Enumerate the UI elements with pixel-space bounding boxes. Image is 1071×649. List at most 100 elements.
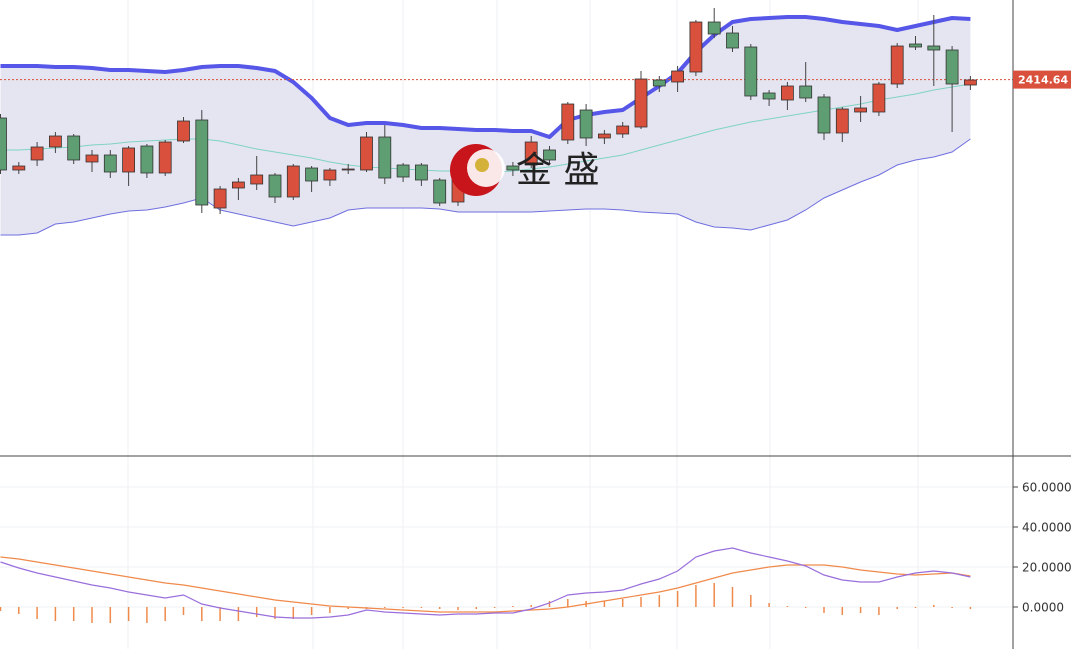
candle-body <box>213 188 227 209</box>
histogram-bar <box>219 607 221 621</box>
histogram-bar <box>548 601 551 607</box>
y-tick-label: 0.0000 <box>1022 601 1064 615</box>
histogram-bar <box>676 591 679 607</box>
histogram-bar <box>493 607 496 608</box>
histogram-bar <box>768 603 770 607</box>
last-price-box <box>1013 70 1071 89</box>
histogram-bar <box>841 607 844 615</box>
histogram-bar <box>896 607 898 609</box>
band-area <box>0 17 971 235</box>
histogram-bar <box>91 607 93 623</box>
candle-body <box>140 145 154 174</box>
histogram-bar <box>146 607 148 623</box>
candle-body <box>396 164 410 178</box>
candle-body <box>122 147 135 173</box>
watermark: 金 盛 <box>516 150 599 191</box>
histogram-bar <box>786 606 789 607</box>
candle-body <box>543 149 556 161</box>
upper-band <box>0 15 971 139</box>
candle-body <box>103 154 117 173</box>
histogram-bar <box>951 607 953 608</box>
candle-body <box>616 125 630 135</box>
histogram-bar <box>127 607 130 621</box>
histogram-bar <box>859 607 862 613</box>
candle-body <box>323 169 337 181</box>
candle-body <box>85 154 99 163</box>
y-tick-label: 20.0000 <box>1022 561 1071 575</box>
histogram-bar <box>54 607 57 621</box>
histogram-bar <box>18 607 20 614</box>
candle-body <box>378 136 392 179</box>
histogram-bar <box>72 607 75 621</box>
candle-body <box>49 135 62 148</box>
candle-body <box>689 21 703 73</box>
candle-body <box>762 92 776 100</box>
histogram-bar <box>567 599 569 607</box>
histogram-bar <box>713 583 715 607</box>
candle-body <box>414 164 428 181</box>
histogram-bar <box>438 607 441 609</box>
logo: 金 盛 <box>450 144 599 196</box>
histogram-bar <box>475 607 478 609</box>
candle-body <box>799 85 813 99</box>
histogram-bar <box>695 585 697 607</box>
histogram-bar <box>384 607 386 608</box>
candle-body <box>506 165 520 171</box>
candle-body <box>579 109 593 139</box>
candle-body <box>524 141 538 166</box>
candle-body <box>707 21 721 35</box>
candle-body <box>12 165 26 171</box>
histogram-bar <box>182 607 185 615</box>
dif-line <box>0 547 971 619</box>
candle-body <box>286 165 300 198</box>
candle-body <box>634 78 648 128</box>
histogram-bar <box>402 607 404 608</box>
candle-body <box>927 45 941 51</box>
histogram-bar <box>640 597 642 607</box>
candle-body <box>835 108 849 134</box>
candle-body <box>67 135 81 161</box>
histogram-bar <box>933 605 935 607</box>
candle-body <box>945 49 959 85</box>
candle-body <box>30 146 44 161</box>
histogram-bar <box>878 607 880 615</box>
histogram-bar <box>731 587 734 607</box>
lower-band <box>0 138 971 236</box>
histogram-bar <box>658 595 661 607</box>
candle-body <box>909 43 922 48</box>
candle-body <box>598 133 611 139</box>
candle-body <box>726 32 739 49</box>
histogram-bar <box>164 607 166 621</box>
candle-body <box>0 117 7 171</box>
candle-body <box>250 174 264 185</box>
histogram-bar <box>109 607 112 623</box>
histogram-bar <box>914 607 917 608</box>
histogram-bar <box>292 607 295 619</box>
price-panel <box>0 8 1013 236</box>
candle-body <box>341 168 355 171</box>
histogram-bar <box>969 607 972 609</box>
histogram-bar <box>36 607 38 619</box>
candle-body <box>433 179 447 204</box>
candle-body <box>744 46 758 97</box>
histogram-bar <box>237 607 240 621</box>
histogram-bar <box>274 607 276 619</box>
candle-body <box>781 85 794 101</box>
candle-body <box>652 79 666 87</box>
candle-body <box>195 119 209 206</box>
histogram-bar <box>0 607 2 611</box>
histogram-bar <box>457 607 459 610</box>
histogram-bar <box>750 595 752 607</box>
y-tick-label: 40.0000 <box>1022 521 1071 535</box>
candle-body <box>177 120 190 142</box>
histogram-bar <box>201 607 203 621</box>
candle-body <box>890 45 904 85</box>
axis-labels: 2414.64 0.0000 20.0000 40.0000 60.0000 <box>1013 70 1071 615</box>
histogram-bar <box>621 599 624 607</box>
histogram-bar <box>420 607 423 608</box>
histogram-bar <box>530 605 532 607</box>
last-price-label: 2414.64 <box>1018 74 1068 87</box>
histogram-bar <box>804 607 807 608</box>
histogram-bar <box>347 607 349 609</box>
